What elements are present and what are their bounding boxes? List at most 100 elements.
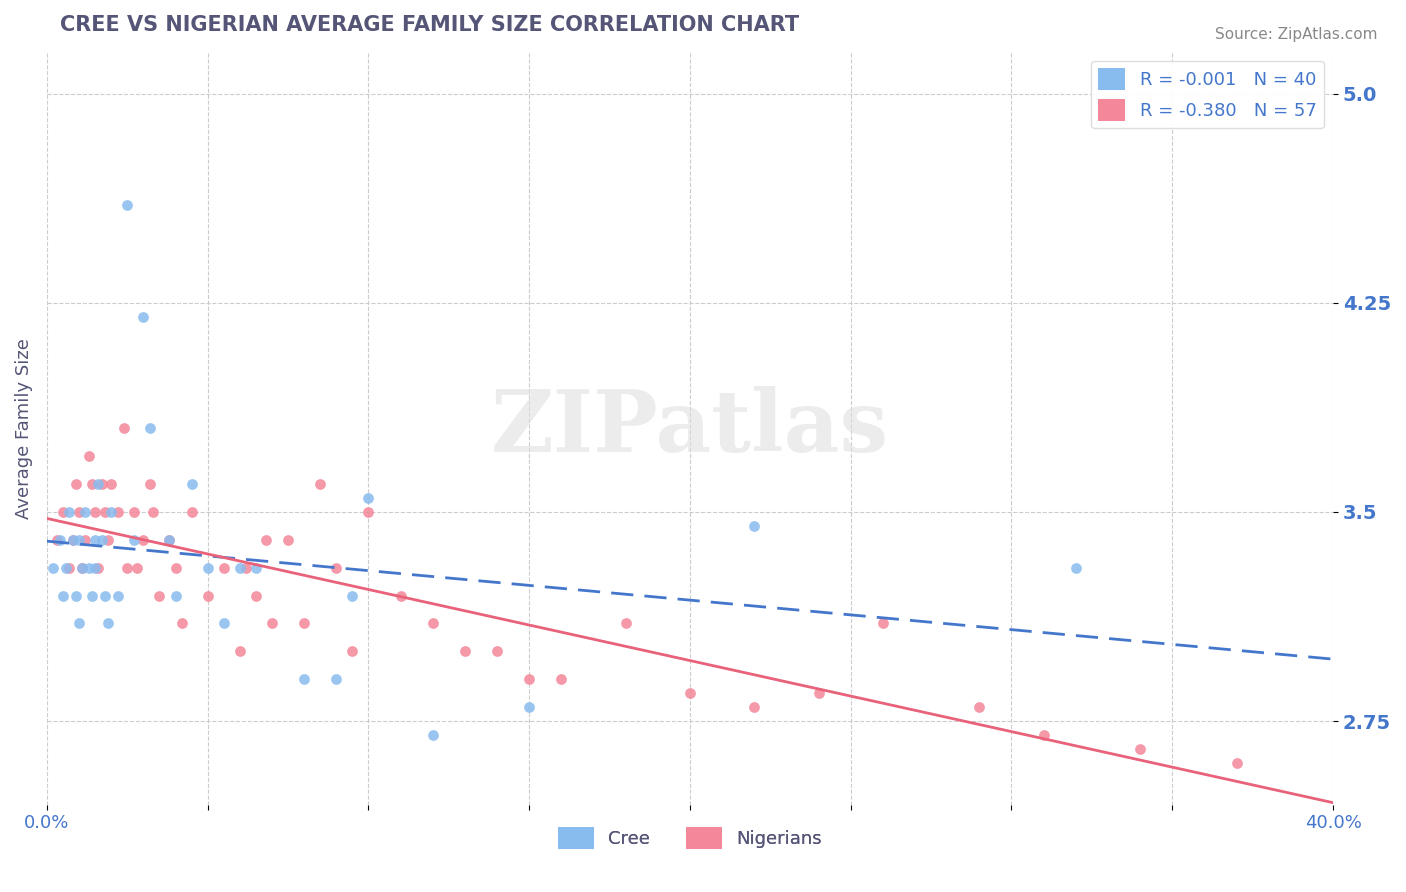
Point — [157, 533, 180, 547]
Point — [517, 672, 540, 686]
Point — [422, 616, 444, 631]
Point — [80, 589, 103, 603]
Point — [97, 616, 120, 631]
Point — [45, 533, 67, 547]
Point — [454, 644, 477, 658]
Point — [342, 644, 364, 658]
Point — [80, 477, 103, 491]
Legend: Cree, Nigerians: Cree, Nigerians — [550, 820, 830, 856]
Y-axis label: Average Family Size: Average Family Size — [15, 338, 32, 518]
Point — [245, 560, 267, 574]
Point — [72, 560, 94, 574]
Point — [139, 421, 162, 435]
Point — [1225, 756, 1247, 770]
Point — [97, 533, 120, 547]
Point — [139, 477, 162, 491]
Point — [90, 533, 112, 547]
Point — [77, 560, 100, 574]
Point — [122, 533, 145, 547]
Point — [807, 686, 830, 700]
Text: CREE VS NIGERIAN AVERAGE FAMILY SIZE CORRELATION CHART: CREE VS NIGERIAN AVERAGE FAMILY SIZE COR… — [59, 15, 799, 35]
Point — [84, 505, 107, 519]
Point — [165, 560, 187, 574]
Point — [235, 560, 257, 574]
Point — [292, 672, 315, 686]
Point — [58, 505, 80, 519]
Point — [614, 616, 637, 631]
Point — [245, 589, 267, 603]
Point — [872, 616, 894, 631]
Point — [107, 589, 129, 603]
Point — [212, 560, 235, 574]
Text: ZIPatlas: ZIPatlas — [491, 386, 889, 470]
Point — [42, 560, 65, 574]
Point — [58, 560, 80, 574]
Point — [142, 505, 165, 519]
Point — [67, 533, 90, 547]
Point — [90, 477, 112, 491]
Point — [112, 421, 135, 435]
Point — [229, 560, 252, 574]
Point — [122, 505, 145, 519]
Point — [389, 589, 412, 603]
Point — [180, 505, 202, 519]
Point — [486, 644, 509, 658]
Point — [55, 560, 77, 574]
Point — [260, 616, 283, 631]
Point — [125, 560, 148, 574]
Point — [75, 533, 97, 547]
Point — [75, 505, 97, 519]
Point — [422, 728, 444, 742]
Point — [309, 477, 332, 491]
Point — [84, 533, 107, 547]
Point — [67, 616, 90, 631]
Point — [1064, 560, 1087, 574]
Point — [517, 700, 540, 714]
Point — [357, 491, 380, 505]
Point — [1129, 742, 1152, 756]
Point — [357, 505, 380, 519]
Point — [1032, 728, 1054, 742]
Point — [157, 533, 180, 547]
Point — [132, 533, 155, 547]
Point — [117, 560, 139, 574]
Point — [550, 672, 572, 686]
Point — [65, 477, 87, 491]
Point — [67, 505, 90, 519]
Point — [292, 616, 315, 631]
Point — [87, 477, 110, 491]
Point — [62, 533, 84, 547]
Point — [84, 560, 107, 574]
Point — [969, 700, 991, 714]
Point — [197, 589, 219, 603]
Text: Source: ZipAtlas.com: Source: ZipAtlas.com — [1215, 27, 1378, 42]
Point — [277, 533, 299, 547]
Point — [52, 589, 75, 603]
Point — [229, 644, 252, 658]
Point — [679, 686, 702, 700]
Point — [742, 700, 765, 714]
Point — [94, 589, 117, 603]
Point — [77, 449, 100, 463]
Point — [180, 477, 202, 491]
Point — [325, 560, 347, 574]
Point — [117, 198, 139, 212]
Point — [742, 519, 765, 533]
Point — [107, 505, 129, 519]
Point — [62, 533, 84, 547]
Point — [170, 616, 193, 631]
Point — [87, 560, 110, 574]
Point — [94, 505, 117, 519]
Point — [52, 505, 75, 519]
Point — [100, 477, 122, 491]
Point — [48, 533, 70, 547]
Point — [254, 533, 277, 547]
Point — [132, 310, 155, 324]
Point — [212, 616, 235, 631]
Point — [325, 672, 347, 686]
Point — [148, 589, 170, 603]
Point — [65, 589, 87, 603]
Point — [100, 505, 122, 519]
Point — [72, 560, 94, 574]
Point — [165, 589, 187, 603]
